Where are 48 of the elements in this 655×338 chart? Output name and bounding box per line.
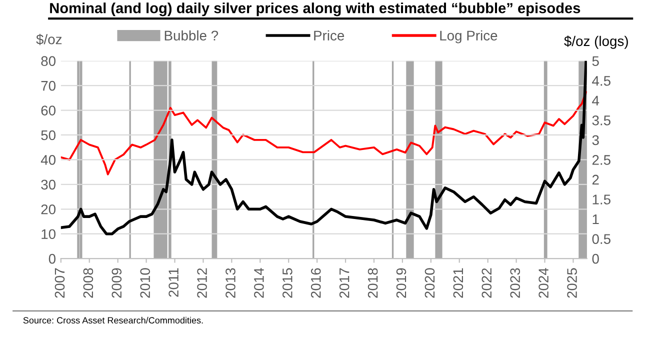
y2-tick-label: 4	[592, 96, 600, 106]
y-tick-label: 10	[42, 229, 56, 240]
x-tick-label: 2012	[197, 268, 207, 298]
x-tick-label: 2014	[254, 268, 264, 298]
line-series	[60, 91, 587, 176]
legend-label: Price	[314, 30, 344, 41]
x-tick-label: 2008	[83, 268, 94, 298]
y-tick-label: 20	[41, 204, 56, 214]
x-tick-label: 2010	[140, 268, 150, 298]
y2-tick-label: 5	[592, 56, 599, 66]
y2-tick-label: 0	[592, 254, 599, 264]
y-tick-label: 40	[40, 155, 56, 165]
x-tick-label: 2018	[368, 268, 378, 298]
y-tick-label: 60	[41, 106, 56, 116]
y2-tick-label: 3	[592, 135, 599, 146]
x-tick-label: 2007	[54, 268, 65, 298]
y-tick-label: 30	[41, 180, 56, 190]
y2-tick-label: 1.5	[592, 194, 610, 204]
y-axis-title: $/oz	[36, 34, 62, 46]
y-tick-label: 0	[48, 254, 56, 264]
source-note: Source: Cross Asset Research/Commodities.	[23, 316, 203, 324]
y2-tick-label: 0.5	[592, 234, 610, 244]
x-tick-label: 2020	[424, 268, 435, 298]
legend-label: Log Price	[440, 30, 498, 44]
x-tick-label: 2013	[226, 268, 236, 298]
y2-tick-label: 2	[592, 174, 599, 185]
x-tick-label: 2017	[339, 268, 350, 298]
x-tick-label: 2019	[396, 268, 406, 298]
x-tick-label: 2016	[310, 268, 321, 298]
y2-tick-label: 2.5	[592, 155, 610, 165]
y-tick-label: 80	[41, 56, 56, 66]
x-tick-label: 2011	[168, 268, 178, 297]
y-tick-label: 70	[41, 80, 56, 91]
y2-tick-label: 1	[592, 214, 599, 224]
y2-tick-label: 4.5	[592, 76, 610, 86]
line-series	[60, 60, 587, 236]
y-tick-label: 50	[41, 130, 56, 140]
x-tick-label: 2009	[112, 268, 122, 298]
x-tick-label: 2023	[510, 268, 520, 298]
legend-label: Bubble ?	[164, 30, 218, 41]
x-tick-label: 2015	[282, 268, 292, 298]
x-tick-label: 2022	[482, 268, 492, 298]
y2-tick-label: 3.5	[592, 115, 610, 126]
y2-axis-title: $/oz (logs)	[564, 36, 628, 49]
x-tick-label: 2021	[453, 268, 464, 298]
x-tick-label: 2024	[538, 268, 548, 298]
chart-title: Nominal (and log) daily silver prices along with estimated “bubble” episodes	[50, 2, 580, 16]
x-tick-label: 2025	[567, 268, 577, 298]
